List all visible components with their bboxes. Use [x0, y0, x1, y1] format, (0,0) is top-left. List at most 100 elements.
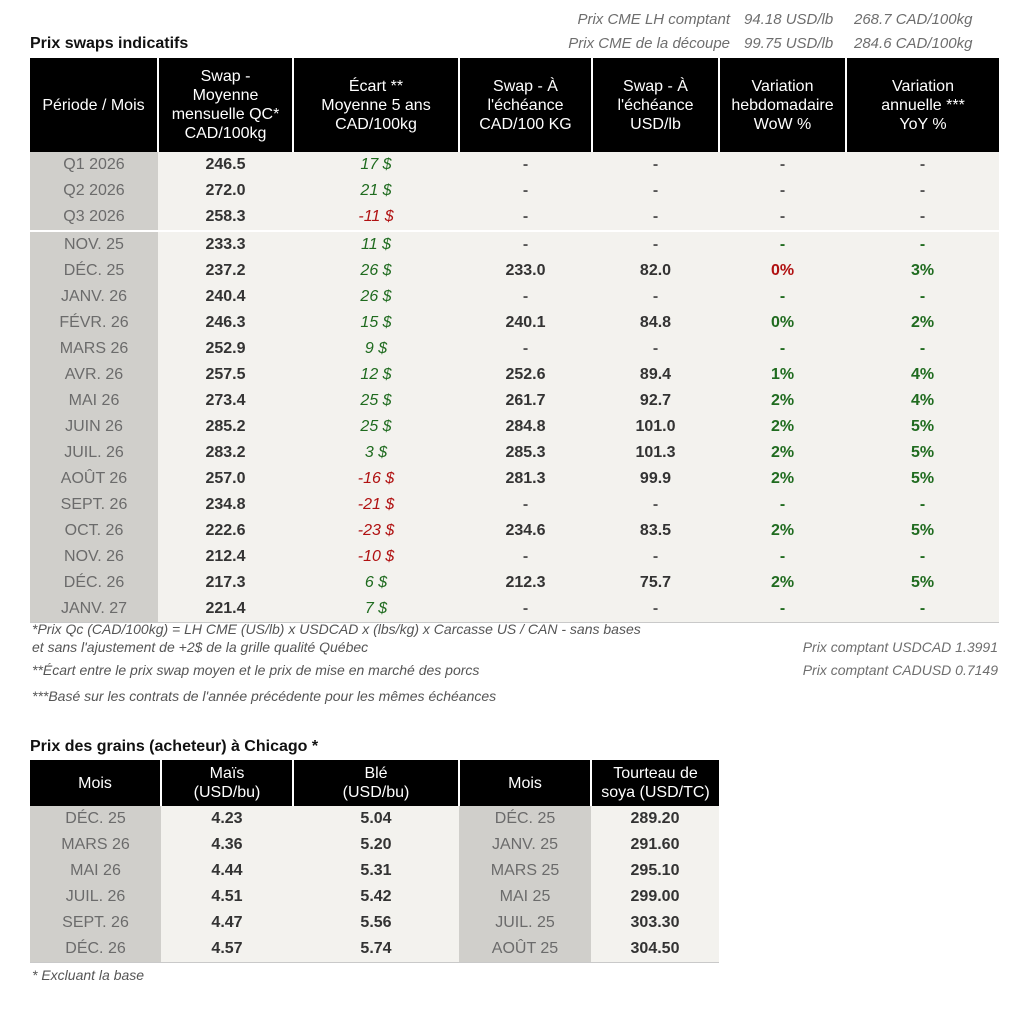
wow-cell: 2% — [719, 466, 846, 492]
yoy-cell: - — [846, 284, 999, 310]
swap-usd-cell: 99.9 — [592, 466, 719, 492]
swap-header-row: Période / Mois Swap - Moyenne mensuelle QC… — [30, 58, 999, 152]
mois-soya-cell: JANV. 25 — [459, 832, 591, 858]
cme-label: Prix CME LH comptant — [577, 11, 730, 28]
swap-usd-cell: - — [592, 492, 719, 518]
ecart-cell: 7 $ — [293, 596, 459, 623]
period-cell: OCT. 26 — [30, 518, 158, 544]
swap-usd-cell: 83.5 — [592, 518, 719, 544]
swap-moyenne-cell: 212.4 — [158, 544, 293, 570]
grains-header-row: Mois Maïs (USD/bu) Blé (USD/bu) Mois Tourt… — [30, 760, 719, 806]
soya-cell: 299.00 — [591, 884, 719, 910]
period-cell: DÉC. 25 — [30, 258, 158, 284]
wow-cell: - — [719, 230, 846, 258]
swap-cad-cell: 281.3 — [459, 466, 592, 492]
swap-row: AVR. 26 257.5 12 $252.6 89.4 1% 4% — [30, 362, 999, 388]
swap-cad-cell: 240.1 — [459, 310, 592, 336]
ecart-cell: -16 $ — [293, 466, 459, 492]
mois-soya-cell: DÉC. 25 — [459, 806, 591, 832]
yoy-cell: - — [846, 230, 999, 258]
soya-cell: 295.10 — [591, 858, 719, 884]
ecart-cell: 26 $ — [293, 284, 459, 310]
wow-cell: - — [719, 152, 846, 178]
swap-row: DÉC. 26 217.3 6 $212.3 75.7 2% 5% — [30, 570, 999, 596]
yoy-cell: 5% — [846, 466, 999, 492]
wow-cell: 2% — [719, 414, 846, 440]
swap-row: Q3 2026 258.3 -11 $ - - - - — [30, 204, 999, 231]
period-cell: JANV. 27 — [30, 596, 158, 623]
swap-moyenne-cell: 221.4 — [158, 596, 293, 623]
swap-cad-cell: 233.0 — [459, 258, 592, 284]
period-cell: AVR. 26 — [30, 362, 158, 388]
swap-cad-cell: - — [459, 230, 592, 258]
grains-row: DÉC. 26 4.57 5.74 AOÛT 25 304.50 — [30, 936, 719, 963]
swap-moyenne-cell: 272.0 — [158, 178, 293, 204]
ecart-cell: 21 $ — [293, 178, 459, 204]
swap-cad-cell: - — [459, 544, 592, 570]
wow-cell: - — [719, 492, 846, 518]
wow-cell: 2% — [719, 440, 846, 466]
yoy-cell: - — [846, 492, 999, 518]
swap-row: MARS 26 252.9 9 $ - - - - — [30, 336, 999, 362]
soya-cell: 303.30 — [591, 910, 719, 936]
swap-cad-cell: 234.6 — [459, 518, 592, 544]
swap-usd-cell: 92.7 — [592, 388, 719, 414]
period-cell: FÉVR. 26 — [30, 310, 158, 336]
period-cell: AOÛT 26 — [30, 466, 158, 492]
wow-cell: 2% — [719, 518, 846, 544]
header-mois: Mois — [30, 760, 162, 806]
yoy-cell: - — [846, 336, 999, 362]
cme-prices: Prix CME LH comptant 94.18 USD/lb 268.7 … — [524, 8, 994, 56]
period-cell: NOV. 25 — [30, 230, 158, 258]
ecart-cell: 15 $ — [293, 310, 459, 336]
mois-soya-cell: JUIL. 25 — [459, 910, 591, 936]
yoy-cell: 5% — [846, 518, 999, 544]
swap-row: MAI 26 273.4 25 $261.7 92.7 2% 4% — [30, 388, 999, 414]
grains-row: JUIL. 26 4.51 5.42 MAI 25 299.00 — [30, 884, 719, 910]
mais-cell: 4.23 — [161, 806, 293, 832]
yoy-cell: 4% — [846, 388, 999, 414]
swap-table: Période / Mois Swap - Moyenne mensuelle QC… — [30, 58, 999, 623]
fx-usdcad: Prix comptant USDCAD 1.3991 — [802, 639, 998, 655]
period-cell: Q1 2026 — [30, 152, 158, 178]
header-wow: Variation hebdomadaire WoW % — [719, 58, 847, 152]
period-cell: MAI 26 — [30, 388, 158, 414]
swap-row: JANV. 27 221.4 7 $ - - - - — [30, 596, 999, 623]
ecart-cell: 25 $ — [293, 388, 459, 414]
cme-cad: 284.6 CAD/100kg — [854, 35, 973, 52]
swap-moyenne-cell: 233.3 — [158, 230, 293, 258]
ble-cell: 5.42 — [293, 884, 459, 910]
ecart-cell: 25 $ — [293, 414, 459, 440]
swap-usd-cell: - — [592, 284, 719, 310]
swap-cad-cell: 212.3 — [459, 570, 592, 596]
wow-cell: 0% — [719, 258, 846, 284]
wow-cell: - — [719, 596, 846, 623]
swap-row: JUIL. 26 283.2 3 $285.3 101.3 2% 5% — [30, 440, 999, 466]
swap-row: Q1 2026 246.5 17 $ - - - - — [30, 152, 999, 178]
swap-cad-cell: - — [459, 204, 592, 231]
swap-row: AOÛT 26 257.0 -16 $281.3 99.9 2% 5% — [30, 466, 999, 492]
swap-cad-cell: - — [459, 492, 592, 518]
swap-moyenne-cell: 257.0 — [158, 466, 293, 492]
swap-cad-cell: - — [459, 336, 592, 362]
fx-cadusd: Prix comptant CADUSD 0.7149 — [802, 662, 998, 678]
header-periode: Période / Mois — [30, 58, 159, 152]
header-ecart: Écart ** Moyenne 5 ans CAD/100kg — [293, 58, 460, 152]
period-cell: SEPT. 26 — [30, 492, 158, 518]
period-cell: DÉC. 26 — [30, 570, 158, 596]
swap-moyenne-cell: 246.3 — [158, 310, 293, 336]
yoy-cell: - — [846, 544, 999, 570]
swap-usd-cell: 101.3 — [592, 440, 719, 466]
grains-table: Mois Maïs (USD/bu) Blé (USD/bu) Mois Tourt… — [30, 760, 719, 963]
ecart-cell: 11 $ — [293, 230, 459, 258]
swap-usd-cell: 82.0 — [592, 258, 719, 284]
swap-usd-cell: - — [592, 204, 719, 231]
yoy-cell: - — [846, 204, 999, 231]
mois-cell: JUIL. 26 — [30, 884, 161, 910]
yoy-cell: 2% — [846, 310, 999, 336]
ecart-cell: 17 $ — [293, 152, 459, 178]
header-ble: Blé (USD/bu) — [293, 760, 460, 806]
swap-usd-cell: 84.8 — [592, 310, 719, 336]
header-swap-moyenne: Swap - Moyenne mensuelle QC* CAD/100kg — [158, 58, 294, 152]
footnote-base: * Excluant la base — [32, 967, 145, 983]
